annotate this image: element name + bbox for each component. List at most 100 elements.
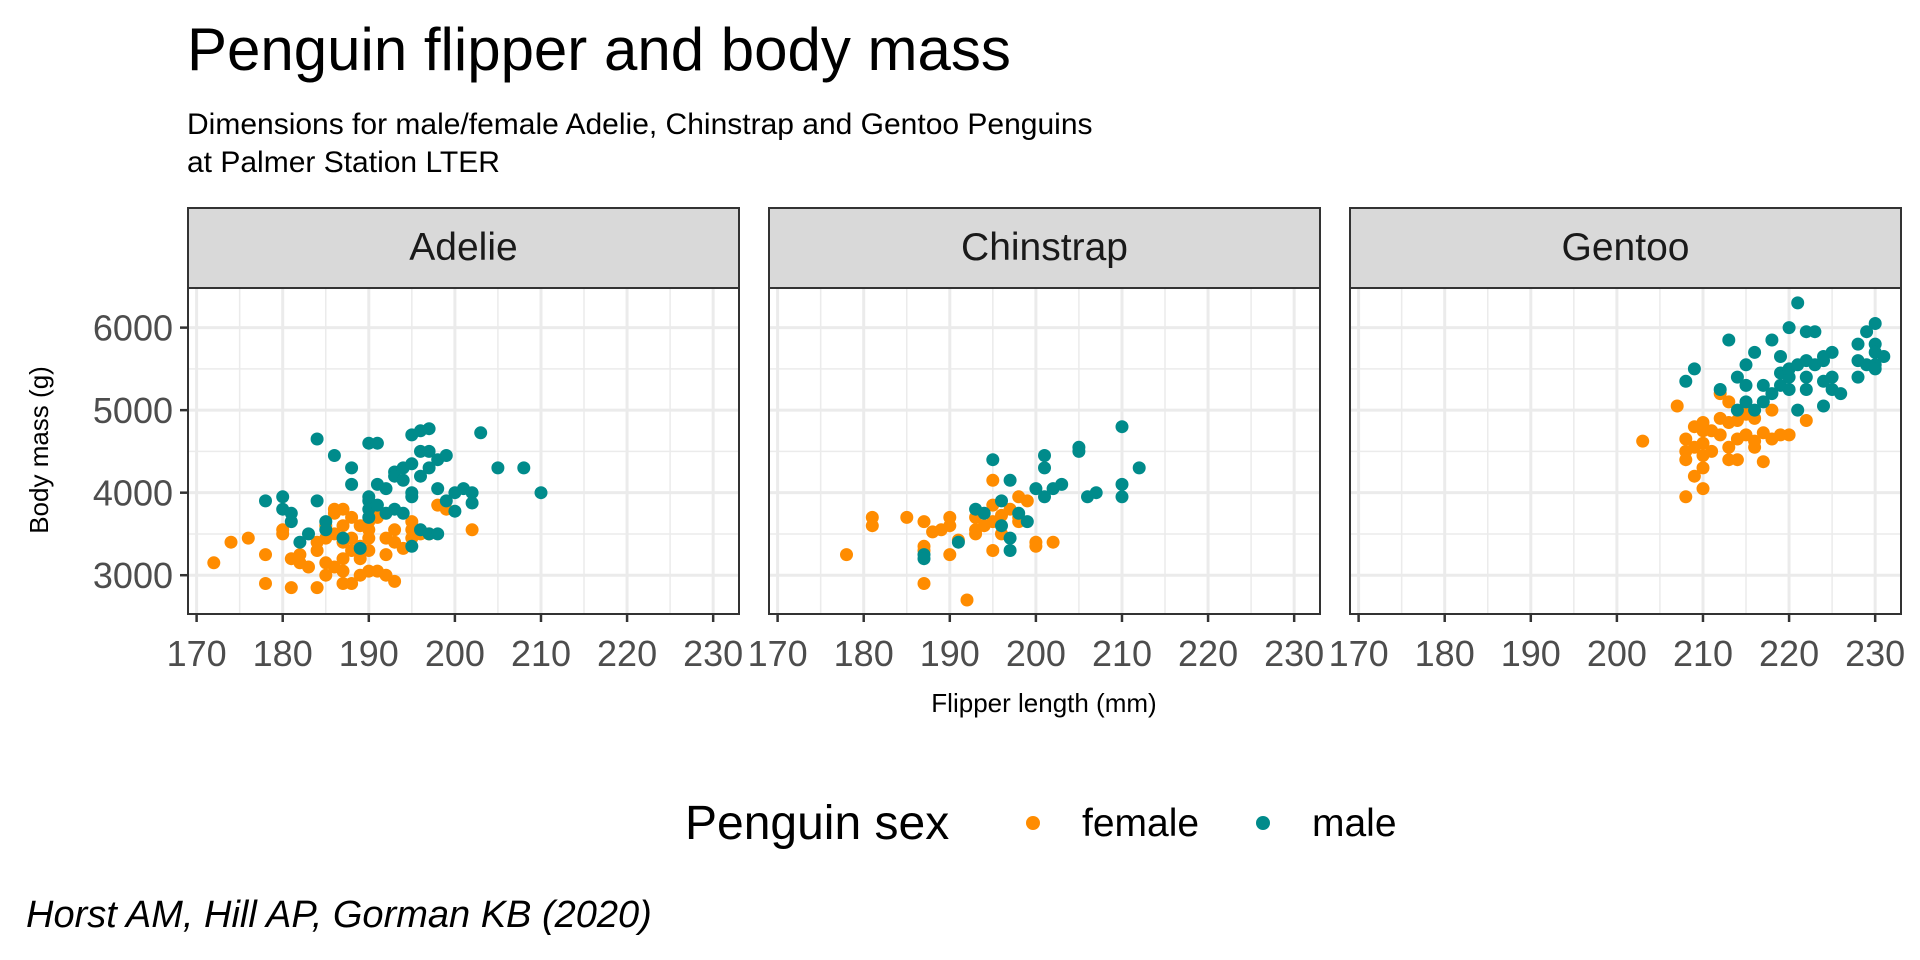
facet-panel-adelie: Adelie 170 180 190 200 210 220 230 3000 4000 5000 6… bbox=[93, 207, 743, 674]
facet-strip bbox=[187, 207, 740, 289]
data-point-male bbox=[977, 506, 991, 520]
data-point-male bbox=[1748, 345, 1762, 359]
data-point-male bbox=[1765, 387, 1779, 401]
data-point-male bbox=[1115, 477, 1129, 491]
data-point-female bbox=[207, 556, 221, 570]
data-point-male bbox=[1782, 383, 1796, 396]
data-point-female bbox=[1696, 416, 1710, 429]
data-point-male bbox=[1868, 317, 1882, 330]
data-point-male bbox=[1817, 399, 1830, 413]
data-point-male bbox=[431, 527, 445, 541]
data-point-male bbox=[379, 482, 393, 496]
data-point-female bbox=[379, 548, 393, 562]
data-point-female bbox=[1696, 436, 1710, 450]
x-axis-title: Flipper length (mm) bbox=[931, 688, 1156, 718]
panel-border bbox=[187, 287, 740, 615]
data-point-female bbox=[1722, 440, 1736, 454]
data-point-male bbox=[1687, 362, 1701, 376]
data-point-female bbox=[1722, 395, 1736, 409]
x-tick-label: 210 bbox=[511, 633, 571, 674]
facet-panel-gentoo: Gentoo 170 180 190 200 210 220 230 bbox=[1329, 207, 1905, 674]
data-point-female bbox=[259, 577, 272, 590]
data-point-male bbox=[465, 486, 479, 500]
data-point-male bbox=[1722, 333, 1736, 347]
facet-strip-label: Gentoo bbox=[1562, 226, 1690, 269]
data-point-male bbox=[1029, 482, 1043, 496]
data-point-male bbox=[327, 449, 341, 462]
data-point-male bbox=[405, 490, 419, 504]
chart-caption: Horst AM, Hill AP, Gorman KB (2020) bbox=[26, 894, 652, 936]
data-point-female bbox=[336, 502, 350, 516]
data-point-male bbox=[302, 527, 315, 541]
data-point-female bbox=[1046, 535, 1060, 549]
facet-strip bbox=[1349, 207, 1902, 289]
facet-strip-label: Chinstrap bbox=[961, 226, 1128, 269]
legend-male-swatch bbox=[1256, 816, 1270, 830]
data-point-male bbox=[1730, 370, 1744, 384]
data-point-male bbox=[1860, 325, 1874, 339]
y-axis-title: Body mass (g) bbox=[24, 366, 54, 534]
data-point-male bbox=[1679, 374, 1693, 388]
data-point-female bbox=[388, 523, 402, 537]
data-point-male bbox=[439, 494, 453, 508]
data-point-male bbox=[1791, 296, 1805, 310]
data-point-male bbox=[414, 469, 427, 483]
data-point-male bbox=[1739, 378, 1753, 392]
chart-subtitle-line-2: at Palmer Station LTER bbox=[187, 146, 500, 179]
data-point-female bbox=[345, 577, 359, 590]
data-point-female bbox=[1020, 494, 1034, 508]
x-tick-label: 200 bbox=[425, 633, 485, 674]
data-point-male bbox=[1739, 358, 1753, 372]
data-point-male bbox=[422, 422, 436, 436]
data-point-male bbox=[1003, 531, 1017, 545]
data-point-male bbox=[1055, 477, 1069, 491]
data-point-male bbox=[1730, 403, 1744, 417]
data-point-male bbox=[1825, 370, 1839, 384]
data-point-male bbox=[1038, 461, 1051, 475]
data-point-female bbox=[1696, 461, 1710, 475]
data-point-male bbox=[276, 490, 290, 504]
data-point-male bbox=[362, 490, 376, 504]
data-point-male bbox=[1877, 350, 1891, 363]
data-point-female bbox=[284, 581, 298, 595]
x-tick-label: 210 bbox=[1673, 633, 1733, 674]
data-point-male bbox=[284, 515, 298, 529]
data-point-male bbox=[465, 496, 479, 510]
data-point-female bbox=[336, 519, 350, 533]
panel-border bbox=[1349, 287, 1902, 615]
x-tick-label: 190 bbox=[1501, 633, 1561, 674]
facet-panel-chinstrap: Chinstrap 170 180 190 200 210 220 230 bbox=[748, 207, 1324, 674]
data-point-male bbox=[1012, 506, 1026, 520]
data-point-female bbox=[310, 581, 324, 595]
facet-strip bbox=[768, 207, 1321, 289]
data-point-female bbox=[388, 574, 402, 588]
legend-female-label: female bbox=[1082, 802, 1199, 845]
data-point-female bbox=[241, 531, 255, 545]
data-point-male bbox=[396, 506, 410, 520]
data-point-female bbox=[465, 523, 479, 537]
x-tick-label: 170 bbox=[748, 633, 808, 674]
data-point-male bbox=[917, 552, 931, 566]
data-point-male bbox=[491, 461, 505, 475]
y-tick-label: 6000 bbox=[93, 308, 173, 349]
data-point-female bbox=[960, 593, 974, 607]
legend-male-label: male bbox=[1312, 802, 1397, 845]
data-point-male bbox=[986, 453, 1000, 467]
data-point-male bbox=[1799, 383, 1813, 396]
data-point-male bbox=[474, 426, 488, 440]
data-point-male bbox=[1072, 444, 1086, 458]
data-point-female bbox=[319, 568, 333, 582]
data-point-male bbox=[1038, 449, 1051, 462]
data-point-female bbox=[917, 577, 931, 590]
data-point-male bbox=[1115, 420, 1129, 434]
data-point-female bbox=[1756, 455, 1770, 469]
data-point-female bbox=[900, 510, 914, 524]
x-tick-label: 220 bbox=[1759, 633, 1819, 674]
panel-border bbox=[768, 287, 1321, 615]
data-point-female bbox=[1713, 428, 1727, 442]
x-tick-label: 180 bbox=[1415, 633, 1475, 674]
data-point-male bbox=[1765, 333, 1779, 347]
data-point-male bbox=[370, 498, 384, 512]
data-point-female bbox=[1636, 434, 1650, 448]
x-tick-label: 220 bbox=[597, 633, 657, 674]
